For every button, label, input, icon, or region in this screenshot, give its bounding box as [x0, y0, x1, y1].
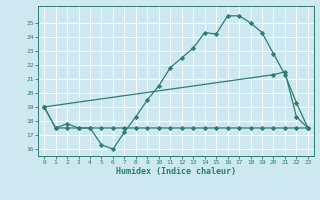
X-axis label: Humidex (Indice chaleur): Humidex (Indice chaleur)	[116, 167, 236, 176]
